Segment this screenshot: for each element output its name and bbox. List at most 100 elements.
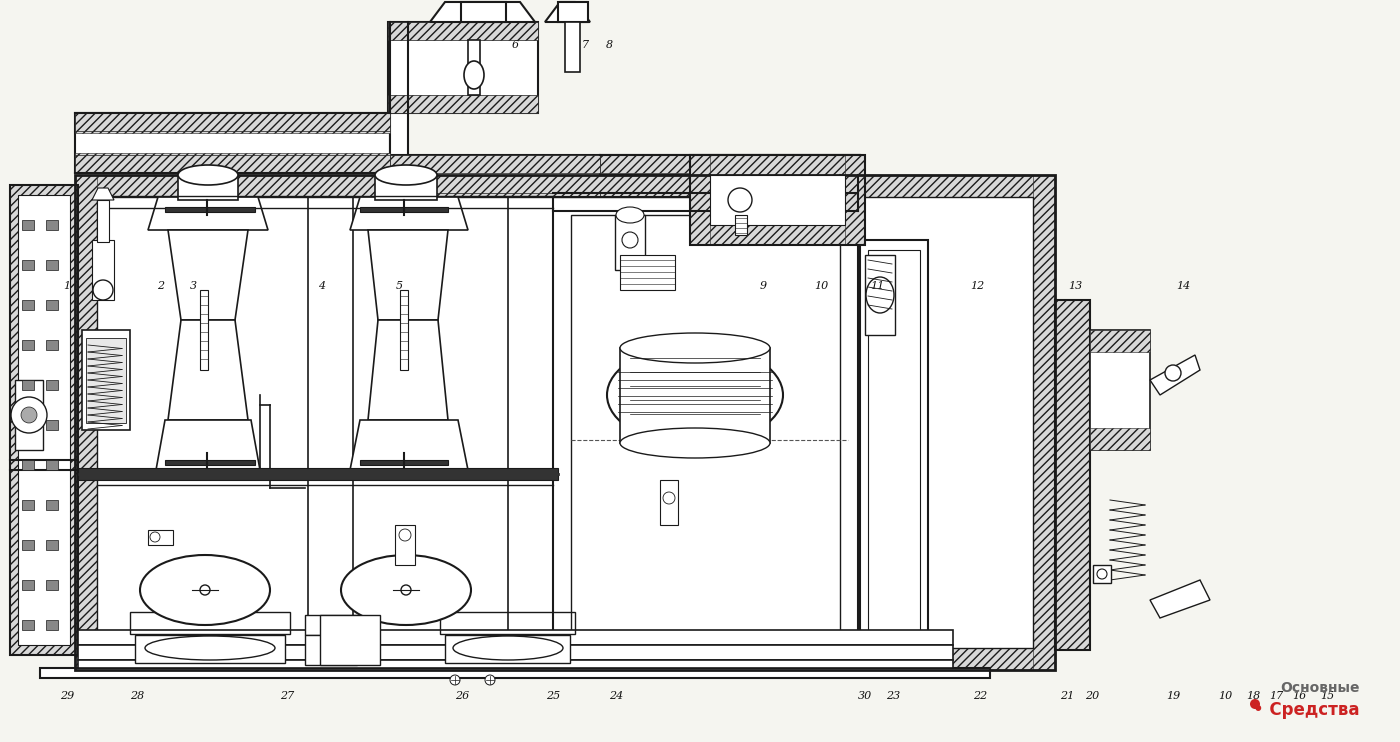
Circle shape bbox=[1165, 365, 1182, 381]
Text: 10: 10 bbox=[1218, 691, 1232, 701]
Bar bbox=[553, 197, 858, 665]
Polygon shape bbox=[148, 197, 267, 230]
Polygon shape bbox=[350, 197, 468, 230]
Bar bbox=[200, 290, 209, 370]
Bar bbox=[1093, 565, 1112, 583]
Bar bbox=[22, 580, 34, 590]
Bar bbox=[92, 240, 113, 300]
Bar bbox=[391, 155, 601, 173]
Ellipse shape bbox=[178, 165, 238, 185]
Text: 13: 13 bbox=[1068, 280, 1082, 291]
Ellipse shape bbox=[342, 555, 470, 625]
Text: 17: 17 bbox=[1270, 691, 1284, 701]
Bar bbox=[391, 193, 601, 211]
Bar bbox=[22, 260, 34, 270]
Bar bbox=[130, 612, 290, 634]
Polygon shape bbox=[368, 230, 448, 320]
Text: 19: 19 bbox=[1166, 691, 1180, 701]
Bar bbox=[321, 615, 379, 665]
Bar bbox=[601, 193, 860, 211]
Bar bbox=[134, 635, 286, 663]
Bar bbox=[46, 500, 57, 510]
Bar bbox=[566, 22, 580, 72]
Text: 3: 3 bbox=[189, 280, 197, 291]
Bar bbox=[97, 197, 1033, 648]
Bar bbox=[76, 175, 1056, 670]
Bar bbox=[76, 648, 1056, 670]
Bar bbox=[659, 480, 678, 525]
Bar bbox=[690, 155, 865, 175]
Bar bbox=[388, 22, 538, 113]
Bar bbox=[46, 260, 57, 270]
Bar bbox=[22, 540, 34, 550]
Bar bbox=[165, 460, 255, 465]
Bar bbox=[1091, 428, 1149, 450]
Bar bbox=[865, 255, 895, 335]
Bar bbox=[46, 620, 57, 630]
Circle shape bbox=[200, 585, 210, 595]
Bar bbox=[78, 630, 953, 645]
Bar bbox=[22, 420, 34, 430]
Circle shape bbox=[484, 675, 496, 685]
Polygon shape bbox=[430, 2, 535, 22]
Text: 16: 16 bbox=[1292, 691, 1306, 701]
Text: 6: 6 bbox=[511, 39, 519, 50]
Bar bbox=[10, 185, 78, 655]
Bar bbox=[553, 197, 858, 665]
Text: 22: 22 bbox=[973, 691, 987, 701]
Bar bbox=[1091, 330, 1149, 352]
Circle shape bbox=[1098, 569, 1107, 579]
Text: 15: 15 bbox=[1320, 691, 1334, 701]
Ellipse shape bbox=[608, 345, 783, 445]
Bar bbox=[41, 668, 990, 678]
Bar bbox=[620, 348, 770, 443]
Text: 14: 14 bbox=[1176, 280, 1190, 291]
Text: Основные: Основные bbox=[1281, 681, 1359, 695]
Bar bbox=[508, 197, 553, 665]
Circle shape bbox=[92, 280, 113, 300]
Text: 23: 23 bbox=[886, 691, 900, 701]
Text: 28: 28 bbox=[130, 691, 144, 701]
Bar bbox=[239, 197, 260, 655]
Bar bbox=[46, 420, 57, 430]
Polygon shape bbox=[168, 230, 248, 320]
Bar bbox=[1091, 330, 1149, 450]
Bar bbox=[46, 300, 57, 310]
Text: 7: 7 bbox=[581, 39, 589, 50]
Circle shape bbox=[1250, 699, 1260, 709]
Bar bbox=[615, 215, 645, 270]
Polygon shape bbox=[1149, 580, 1210, 618]
Circle shape bbox=[11, 397, 48, 433]
Bar bbox=[445, 635, 570, 663]
Ellipse shape bbox=[620, 333, 770, 363]
Bar bbox=[388, 95, 538, 113]
Bar bbox=[440, 197, 461, 655]
Ellipse shape bbox=[620, 428, 770, 458]
Bar bbox=[10, 185, 78, 655]
Text: 2: 2 bbox=[157, 280, 165, 291]
Polygon shape bbox=[1149, 355, 1200, 395]
Bar bbox=[1056, 300, 1091, 650]
Circle shape bbox=[400, 585, 412, 595]
Text: 9: 9 bbox=[759, 280, 767, 291]
Bar bbox=[76, 175, 97, 670]
Text: 8: 8 bbox=[605, 39, 613, 50]
Text: 12: 12 bbox=[970, 280, 984, 291]
Bar bbox=[22, 620, 34, 630]
Bar bbox=[1056, 300, 1091, 650]
Bar bbox=[559, 2, 588, 22]
Bar bbox=[76, 113, 391, 131]
Circle shape bbox=[21, 407, 36, 423]
Bar bbox=[78, 468, 559, 480]
Bar bbox=[571, 215, 840, 647]
Bar bbox=[388, 22, 538, 40]
Ellipse shape bbox=[463, 61, 484, 89]
Ellipse shape bbox=[140, 555, 270, 625]
Bar bbox=[360, 460, 448, 465]
Text: 10: 10 bbox=[815, 280, 829, 291]
Ellipse shape bbox=[867, 277, 895, 313]
Bar bbox=[22, 380, 34, 390]
Text: 4: 4 bbox=[318, 280, 326, 291]
Bar bbox=[46, 460, 57, 470]
Bar bbox=[76, 175, 1056, 197]
